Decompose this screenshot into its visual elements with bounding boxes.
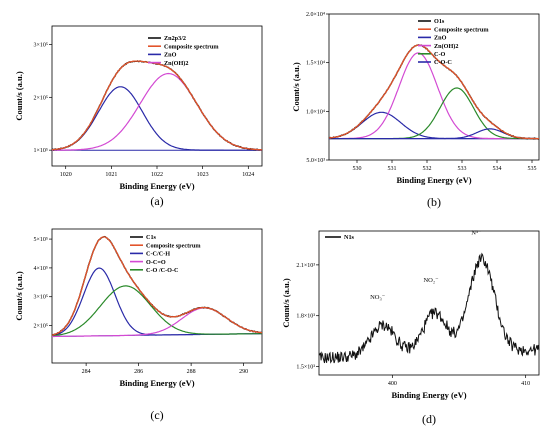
legend-label: N1s xyxy=(344,234,355,241)
x-tick-label: 286 xyxy=(134,369,143,375)
peak-annotation: NO₃⁻ xyxy=(370,294,385,301)
y-tick-label: 1.8×10³ xyxy=(296,314,315,320)
y-tick-label: 1.5×10⁴ xyxy=(306,61,325,67)
component-line xyxy=(329,87,539,140)
panel-a: 1020 1021 1022 1023 1024 1×10⁵ 2×10⁵ 3×10⁵ Bindi… xyxy=(0,0,275,216)
component-line xyxy=(329,52,539,140)
legend-label: O1s xyxy=(434,18,445,25)
y-axis-label: Count/s (a.u.) xyxy=(291,62,301,112)
x-tick-label: 288 xyxy=(187,369,196,375)
component-line xyxy=(52,285,262,337)
x-tick-label: 410 xyxy=(521,381,530,387)
x-tick-label: 534 xyxy=(493,166,502,172)
composite-line xyxy=(329,44,539,140)
plot-frame xyxy=(318,230,540,376)
plot-frame xyxy=(328,13,540,161)
xps-chart-a: 1020 1021 1022 1023 1024 1×10⁵ 2×10⁵ 3×10⁵ Bindi… xyxy=(14,25,263,208)
x-tick-label: 532 xyxy=(423,166,432,172)
component-line xyxy=(51,267,262,337)
legend-label: Zn(OH)2 xyxy=(164,60,188,67)
x-tick-label: 400 xyxy=(388,381,397,387)
x-axis-label: Binding Energy (eV) xyxy=(396,175,471,185)
y-tick-label: 4×10⁵ xyxy=(34,266,48,272)
y-tick-label: 2.1×10³ xyxy=(296,263,315,269)
x-tick-label: 530 xyxy=(353,166,362,172)
component-line xyxy=(52,72,262,151)
y-tick-label: 2×10⁵ xyxy=(34,95,48,101)
xps-chart-c: 284 286 288 290 2×10⁵ 3×10⁵ 4×10⁵ 5×10⁵ Binding … xyxy=(14,228,263,422)
y-axis-label: Count/s (a.u.) xyxy=(14,271,24,321)
y-tick-label: 5×10⁵ xyxy=(34,237,48,243)
panel-caption: (b) xyxy=(427,195,441,209)
legend-label: C-O-C xyxy=(434,59,452,66)
panel-b: 530 531 532 533 534 535 5.0×10³ 1.0×10⁴ 1.5×10⁴ 2… xyxy=(275,0,550,216)
x-tick-label: 284 xyxy=(82,369,91,375)
y-tick-label: 1.5×10³ xyxy=(296,365,315,371)
x-tick-label: 1023 xyxy=(197,172,209,178)
composite-line xyxy=(51,236,263,336)
x-tick-label: 290 xyxy=(239,369,248,375)
xps-chart-d: 400 410 1.5×10³ 1.8×10³ 2.1×10³ Binding Energ… xyxy=(281,229,540,426)
x-tick-label: 1024 xyxy=(242,172,254,178)
legend-label: Zn(OH)2 xyxy=(434,43,458,50)
y-tick-label: 3×10⁵ xyxy=(34,295,48,301)
legend-label: ZnO xyxy=(434,35,447,42)
y-tick-label: 1×10⁵ xyxy=(34,148,48,154)
legend-label: ZnO xyxy=(164,52,177,59)
x-tick-label: 535 xyxy=(528,166,537,172)
legend-label: Zn2p3/2 xyxy=(164,35,186,42)
legend-label: C-C/C-H xyxy=(146,251,170,258)
legend-label: Composite spectrum xyxy=(146,242,201,249)
x-tick-label: 533 xyxy=(458,166,467,172)
legend-label: C1s xyxy=(146,234,157,241)
y-tick-label: 2×10⁵ xyxy=(34,324,48,330)
panel-caption: (a) xyxy=(150,194,163,208)
legend-label: C-O xyxy=(434,51,446,58)
x-axis-label: Binding Energy (eV) xyxy=(119,181,194,191)
legend-label: O-C=O xyxy=(146,259,166,266)
panel-caption: (d) xyxy=(422,412,436,426)
panel-caption: (c) xyxy=(150,408,163,422)
legend-label: Composite spectrum xyxy=(164,43,219,50)
component-line xyxy=(51,86,262,151)
panel-d: 400 410 1.5×10³ 1.8×10³ 2.1×10³ Binding Energ… xyxy=(275,217,550,433)
y-tick-label: 2.0×10⁴ xyxy=(306,12,325,18)
xps-chart-b: 530 531 532 533 534 535 5.0×10³ 1.0×10⁴ 1.5×10⁴ 2… xyxy=(291,12,540,209)
legend-label: C-O /C-O-C xyxy=(146,267,178,274)
x-tick-label: 531 xyxy=(388,166,397,172)
composite-line xyxy=(51,60,262,151)
experimental-line xyxy=(51,60,263,151)
peak-annotation: NO₂⁻ xyxy=(423,277,438,284)
x-axis-label: Binding Energy (eV) xyxy=(119,378,194,388)
x-axis-label: Binding Energy (eV) xyxy=(391,390,466,400)
n1s-spectrum-line xyxy=(318,252,540,364)
x-tick-label: 1022 xyxy=(151,172,163,178)
peak-annotation: N³⁻ xyxy=(471,229,481,236)
legend-label: Composite spectrum xyxy=(434,26,489,33)
y-axis-label: Count/s (a.u.) xyxy=(14,71,24,121)
y-tick-label: 5.0×10³ xyxy=(306,158,325,164)
y-tick-label: 3×10⁵ xyxy=(34,42,48,48)
y-axis-label: Count/s (a.u.) xyxy=(281,278,291,328)
x-tick-label: 1020 xyxy=(60,172,72,178)
x-tick-label: 1021 xyxy=(105,172,117,178)
plot-frame xyxy=(51,228,263,364)
panel-c: 284 286 288 290 2×10⁵ 3×10⁵ 4×10⁵ 5×10⁵ Binding … xyxy=(0,217,275,433)
y-tick-label: 1.0×10⁴ xyxy=(306,109,325,115)
